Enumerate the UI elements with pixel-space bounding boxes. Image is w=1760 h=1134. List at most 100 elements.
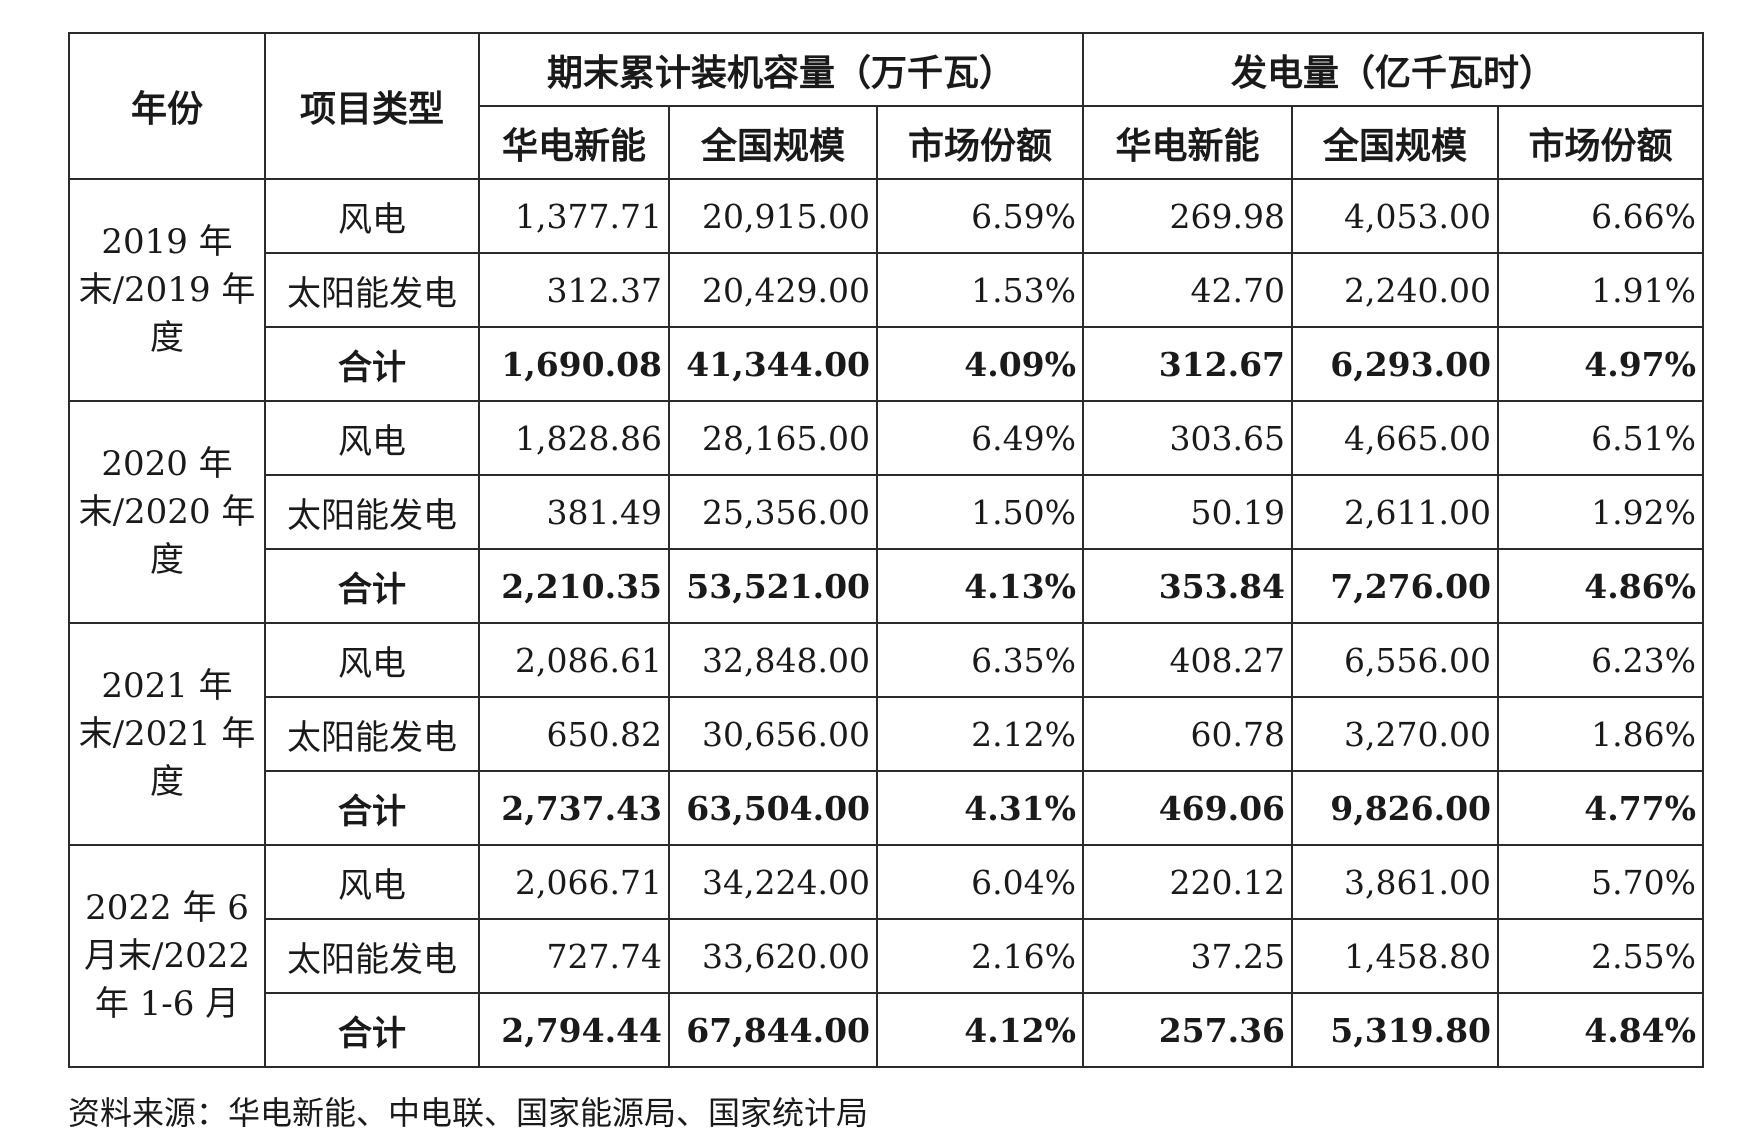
value-cell: 1,458.80 (1291, 918, 1499, 994)
header-generation-national: 全国规模 (1291, 105, 1499, 180)
value-cell: 1.50% (876, 474, 1084, 550)
table-row: 太阳能发电 381.49 25,356.00 1.50% 50.19 2,611.00 1.… (69, 474, 1704, 550)
project-type-cell: 风电 (264, 622, 480, 698)
value-cell: 6.49% (876, 400, 1084, 476)
value-cell: 20,915.00 (668, 178, 878, 254)
value-cell: 5.70% (1497, 844, 1704, 920)
market-share-table: 年份 项目类型 期末累计装机容量（万千瓦） 发电量（亿千瓦时） 华电新能 全国规… (68, 32, 1704, 1068)
header-capacity-national: 全国规模 (668, 105, 878, 180)
value-cell: 2.12% (876, 696, 1084, 772)
value-cell: 7,276.00 (1291, 548, 1499, 624)
value-cell: 269.98 (1082, 178, 1293, 254)
value-cell: 4.13% (876, 548, 1084, 624)
value-cell: 2,240.00 (1291, 252, 1499, 328)
year-cell: 2022 年 6 月末/2022 年 1-6 月 (68, 844, 266, 1068)
header-generation-share: 市场份额 (1497, 105, 1704, 180)
value-cell: 25,356.00 (668, 474, 878, 550)
project-type-cell: 合计 (264, 548, 480, 624)
market-share-table-container: 年份 项目类型 期末累计装机容量（万千瓦） 发电量（亿千瓦时） 华电新能 全国规… (68, 32, 1704, 1068)
value-cell: 41,344.00 (668, 326, 878, 402)
value-cell: 727.74 (478, 918, 670, 994)
value-cell: 1,828.86 (478, 400, 670, 476)
header-year: 年份 (68, 32, 266, 180)
value-cell: 353.84 (1082, 548, 1293, 624)
project-type-cell: 太阳能发电 (264, 918, 480, 994)
value-cell: 9,826.00 (1291, 770, 1499, 846)
header-capacity-huadian: 华电新能 (478, 105, 670, 180)
value-cell: 4.84% (1497, 992, 1704, 1068)
value-cell: 650.82 (478, 696, 670, 772)
value-cell: 5,319.80 (1291, 992, 1499, 1068)
value-cell: 67,844.00 (668, 992, 878, 1068)
value-cell: 257.36 (1082, 992, 1293, 1068)
header-generation-group: 发电量（亿千瓦时） (1082, 32, 1704, 107)
header-generation-huadian: 华电新能 (1082, 105, 1293, 180)
table-row: 2021 年末/2021 年度 风电 2,086.61 32,848.00 6.35% 4… (68, 622, 1704, 846)
value-cell: 220.12 (1082, 844, 1293, 920)
header-project-type: 项目类型 (264, 32, 480, 180)
value-cell: 3,270.00 (1291, 696, 1499, 772)
project-type-cell: 合计 (264, 326, 480, 402)
value-cell: 6.23% (1497, 622, 1704, 698)
value-cell: 53,521.00 (668, 548, 878, 624)
value-cell: 408.27 (1082, 622, 1293, 698)
value-cell: 4.86% (1497, 548, 1704, 624)
value-cell: 312.67 (1082, 326, 1293, 402)
table-row: 合计 2,210.35 53,521.00 4.13% 353.84 7,276.00 4.… (69, 548, 1704, 624)
project-type-cell: 太阳能发电 (264, 696, 480, 772)
header-capacity-share: 市场份额 (876, 105, 1084, 180)
value-cell: 6.04% (876, 844, 1084, 920)
value-cell: 6.51% (1497, 400, 1704, 476)
value-cell: 4.12% (876, 992, 1084, 1068)
table-row: 太阳能发电 650.82 30,656.00 2.12% 60.78 3,270.00 1.… (69, 696, 1704, 772)
value-cell: 2,066.71 (478, 844, 670, 920)
value-cell: 4.09% (876, 326, 1084, 402)
table-row: 合计 1,690.08 41,344.00 4.09% 312.67 6,293.00 4.… (69, 326, 1704, 402)
table-row: 2019 年末/2019 年度 风电 1,377.71 20,915.00 6.59% 2… (68, 178, 1704, 402)
project-type-cell: 太阳能发电 (264, 474, 480, 550)
value-cell: 1.92% (1497, 474, 1704, 550)
project-type-cell: 合计 (264, 992, 480, 1068)
value-cell: 42.70 (1082, 252, 1293, 328)
table-header: 年份 项目类型 期末累计装机容量（万千瓦） 发电量（亿千瓦时） 华电新能 全国规… (68, 32, 1704, 180)
year-cell: 2021 年末/2021 年度 (68, 622, 266, 846)
value-cell: 4.31% (876, 770, 1084, 846)
value-cell: 2,086.61 (478, 622, 670, 698)
value-cell: 33,620.00 (668, 918, 878, 994)
value-cell: 6.66% (1497, 178, 1704, 254)
value-cell: 30,656.00 (668, 696, 878, 772)
value-cell: 3,861.00 (1291, 844, 1499, 920)
value-cell: 1.86% (1497, 696, 1704, 772)
value-cell: 2,794.44 (478, 992, 670, 1068)
value-cell: 20,429.00 (668, 252, 878, 328)
value-cell: 4.97% (1497, 326, 1704, 402)
project-type-cell: 风电 (264, 178, 480, 254)
table-row: 太阳能发电 727.74 33,620.00 2.16% 37.25 1,458.80 2.… (69, 918, 1704, 994)
header-capacity-group: 期末累计装机容量（万千瓦） (478, 32, 1084, 107)
year-cell: 2020 年末/2020 年度 (68, 400, 266, 624)
value-cell: 4.77% (1497, 770, 1704, 846)
table-row: 太阳能发电 312.37 20,429.00 1.53% 42.70 2,240.00 1.… (69, 252, 1704, 328)
table-row: 2022 年 6 月末/2022 年 1-6 月风电 2,066.71 34,224… (68, 844, 1704, 1068)
project-type-cell: 风电 (264, 844, 480, 920)
value-cell: 1,377.71 (478, 178, 670, 254)
project-type-cell: 风电 (264, 400, 480, 476)
value-cell: 32,848.00 (668, 622, 878, 698)
value-cell: 6.35% (876, 622, 1084, 698)
value-cell: 2.16% (876, 918, 1084, 994)
table-row: 2020 年末/2020 年度 风电 1,828.86 28,165.00 6.49% 3… (68, 400, 1704, 624)
value-cell: 2.55% (1497, 918, 1704, 994)
value-cell: 1.91% (1497, 252, 1704, 328)
value-cell: 1,690.08 (478, 326, 670, 402)
value-cell: 6,556.00 (1291, 622, 1499, 698)
value-cell: 2,737.43 (478, 770, 670, 846)
value-cell: 2,611.00 (1291, 474, 1499, 550)
year-cell: 2019 年末/2019 年度 (68, 178, 266, 402)
table-row: 合计 2,737.43 63,504.00 4.31% 469.06 9,826.00 4.… (69, 770, 1704, 846)
project-type-cell: 太阳能发电 (264, 252, 480, 328)
value-cell: 2,210.35 (478, 548, 670, 624)
value-cell: 6,293.00 (1291, 326, 1499, 402)
value-cell: 63,504.00 (668, 770, 878, 846)
value-cell: 4,053.00 (1291, 178, 1499, 254)
value-cell: 469.06 (1082, 770, 1293, 846)
